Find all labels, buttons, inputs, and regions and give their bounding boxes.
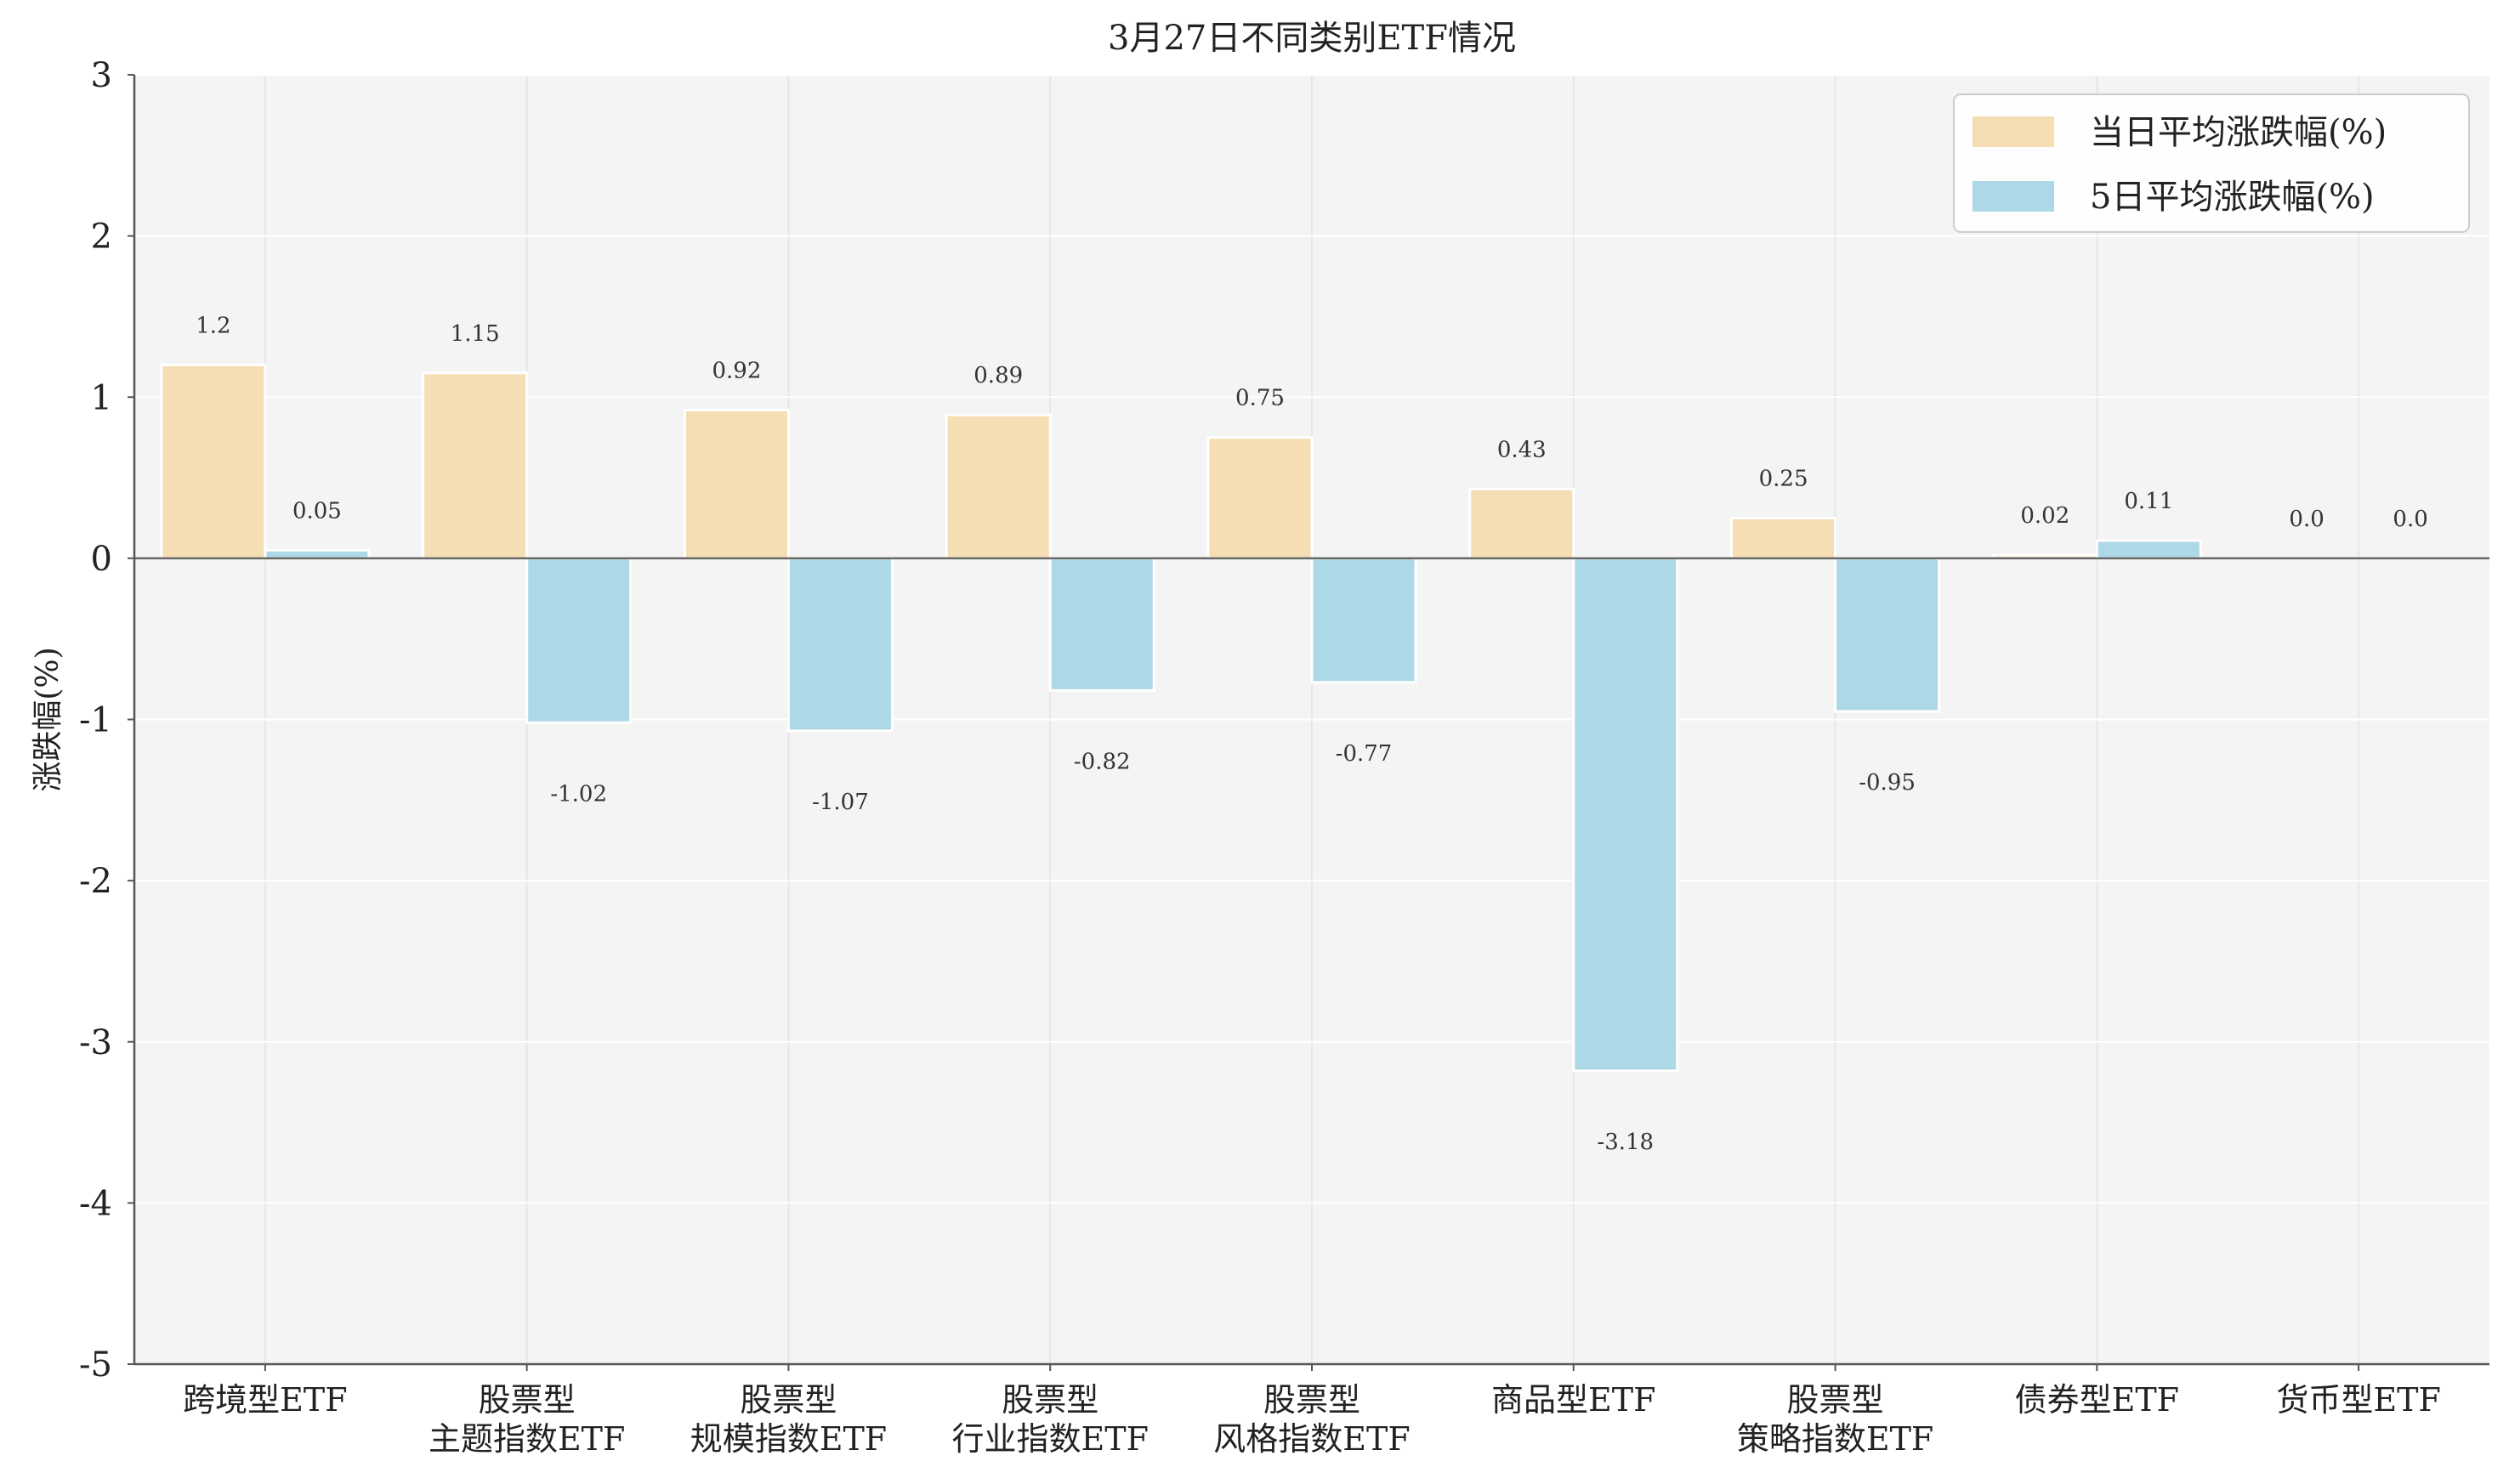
y-tick-label: -1 [79, 701, 112, 740]
x-tick-label: 债券型ETF [2015, 1381, 2179, 1419]
data-label-five-day: -0.95 [1859, 770, 1916, 796]
bar-daily [1730, 516, 1837, 560]
bar-daily [1468, 487, 1575, 560]
data-label-five-day: 0.11 [2124, 489, 2173, 514]
y-tick-label: 3 [91, 56, 112, 95]
bar-five-day [2095, 539, 2202, 560]
bar-daily [683, 408, 790, 560]
data-label-daily: 0.25 [1759, 466, 1808, 491]
data-label-daily: 0.0 [2289, 507, 2324, 532]
bar-five-day [1310, 557, 1417, 684]
bar-five-day [525, 557, 633, 724]
legend-box [1953, 93, 2470, 233]
y-tick-label: -3 [79, 1023, 112, 1062]
x-tick-label: 股票型 [1263, 1381, 1360, 1419]
bar-daily [160, 363, 267, 560]
y-tick-label: 0 [91, 540, 112, 579]
y-tick-label: 1 [91, 378, 112, 417]
y-tick-label: -2 [79, 862, 112, 901]
bar-five-day [1834, 557, 1941, 713]
x-tick-label: 行业指数ETF [951, 1420, 1148, 1458]
x-tick-label: 策略指数ETF [1737, 1420, 1933, 1458]
y-tick-label: -5 [79, 1345, 112, 1385]
data-label-five-day: -1.02 [550, 781, 607, 807]
bar-daily [1206, 436, 1314, 560]
bar-five-day [1048, 557, 1155, 692]
x-tick-label: 风格指数ETF [1213, 1420, 1410, 1458]
legend-swatch [1973, 181, 2054, 212]
data-label-daily: 0.75 [1235, 386, 1285, 411]
x-tick-label: 股票型 [479, 1381, 576, 1419]
x-tick-label: 规模指数ETF [690, 1420, 887, 1458]
data-label-daily: 0.92 [712, 358, 761, 383]
x-tick-label: 货币型ETF [2276, 1381, 2440, 1419]
data-label-daily: 0.43 [1497, 437, 1547, 462]
chart-title: 3月27日不同类别ETF情况 [1108, 19, 1516, 58]
x-tick-label: 股票型 [1002, 1381, 1098, 1419]
data-label-daily: 0.89 [974, 363, 1023, 388]
legend-label: 当日平均涨跌幅(%) [2090, 113, 2387, 152]
data-label-five-day: -3.18 [1597, 1130, 1654, 1155]
y-tick-label: 2 [91, 218, 112, 257]
data-label-five-day: 0.05 [292, 498, 342, 524]
bar-five-day [1572, 557, 1679, 1073]
data-label-daily: 1.2 [196, 313, 230, 338]
data-label-five-day: -0.82 [1074, 749, 1131, 774]
bar-daily [945, 413, 1052, 560]
data-label-daily: 1.15 [451, 321, 500, 347]
y-axis-label: 涨跌幅(%) [31, 647, 65, 791]
bar-daily [422, 371, 529, 560]
legend-label: 5日平均涨跌幅(%) [2090, 178, 2375, 217]
data-label-five-day: -1.07 [812, 790, 869, 815]
bar-five-day [264, 548, 371, 560]
x-tick-label: 股票型 [1787, 1381, 1884, 1419]
x-tick-label: 跨境型ETF [183, 1381, 347, 1419]
x-tick-label: 股票型 [740, 1381, 837, 1419]
data-label-five-day: 0.0 [2393, 507, 2427, 532]
data-label-five-day: -0.77 [1336, 741, 1393, 767]
bar-five-day [786, 557, 894, 733]
y-tick-label: -4 [79, 1184, 112, 1223]
x-tick-label: 商品型ETF [1491, 1381, 1655, 1419]
x-tick-label: 主题指数ETF [429, 1420, 625, 1458]
data-label-daily: 0.02 [2020, 503, 2069, 529]
legend-swatch [1973, 116, 2054, 147]
